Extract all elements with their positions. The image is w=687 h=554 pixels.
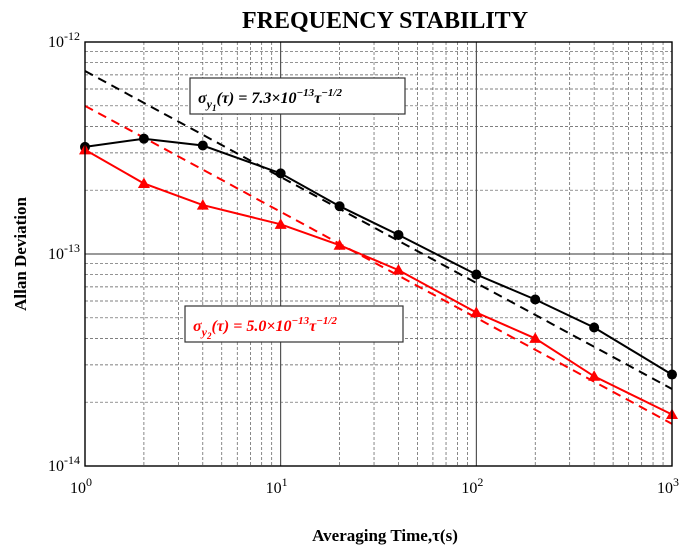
series-2-point bbox=[274, 218, 287, 229]
annotation-fit-2-text: σy2(τ) = 5.0×10−13τ−1/2 bbox=[193, 315, 337, 341]
series-1-point bbox=[530, 294, 541, 305]
x-tick-label: 103 bbox=[657, 475, 679, 497]
annotation-fit-2-box bbox=[184, 305, 404, 343]
x-tick-label: 100 bbox=[70, 475, 92, 497]
series-1-point bbox=[471, 269, 482, 280]
series-2-point bbox=[529, 332, 542, 343]
fit-lines bbox=[84, 70, 673, 425]
series-1-point bbox=[275, 168, 286, 179]
plot-frame bbox=[84, 41, 673, 467]
y-tick-label: 10-14 bbox=[48, 453, 80, 475]
annotation-fit-2: σy2(τ) = 5.0×10−13τ−1/2 bbox=[184, 305, 404, 343]
x-tick-label: 101 bbox=[266, 475, 288, 497]
series-1-point bbox=[589, 322, 600, 333]
series-2-point bbox=[333, 239, 346, 250]
data-markers bbox=[79, 133, 678, 419]
grid-lines bbox=[85, 42, 672, 466]
series-1-point bbox=[334, 201, 345, 212]
y-tick-label: 10-12 bbox=[48, 29, 80, 51]
chart-title: FREQUENCY STABILITY bbox=[242, 8, 528, 34]
annotation-fit-1: σy1(τ) = 7.3×10−13τ−1/2 bbox=[189, 77, 406, 115]
series-2-point bbox=[588, 370, 601, 381]
y-tick-labels: 10-14 10-13 10-12 bbox=[48, 29, 80, 475]
y-tick-label: 10-13 bbox=[48, 241, 80, 263]
y-axis-label: Allan Deviation bbox=[11, 197, 30, 311]
x-tick-labels: 100 101 102 103 bbox=[70, 475, 679, 497]
data-series bbox=[84, 137, 673, 416]
series-2-point bbox=[470, 306, 483, 317]
fit-line-1 bbox=[84, 70, 673, 390]
series-2-point bbox=[196, 199, 209, 210]
series-1-point bbox=[197, 140, 208, 151]
x-tick-label: 102 bbox=[461, 475, 483, 497]
x-axis-label: Averaging Time,τ(s) bbox=[312, 526, 458, 545]
series-1-point bbox=[138, 133, 149, 144]
annotation-fit-1-box bbox=[189, 77, 406, 115]
series-line-2 bbox=[84, 148, 673, 416]
annotation-fit-1-text: σy1(τ) = 7.3×10−13τ−1/2 bbox=[198, 87, 342, 113]
series-2-point bbox=[392, 264, 405, 275]
series-2-point bbox=[137, 177, 150, 189]
series-1-point bbox=[393, 229, 404, 240]
fit-line-2 bbox=[84, 104, 673, 425]
series-line-1 bbox=[84, 137, 673, 376]
